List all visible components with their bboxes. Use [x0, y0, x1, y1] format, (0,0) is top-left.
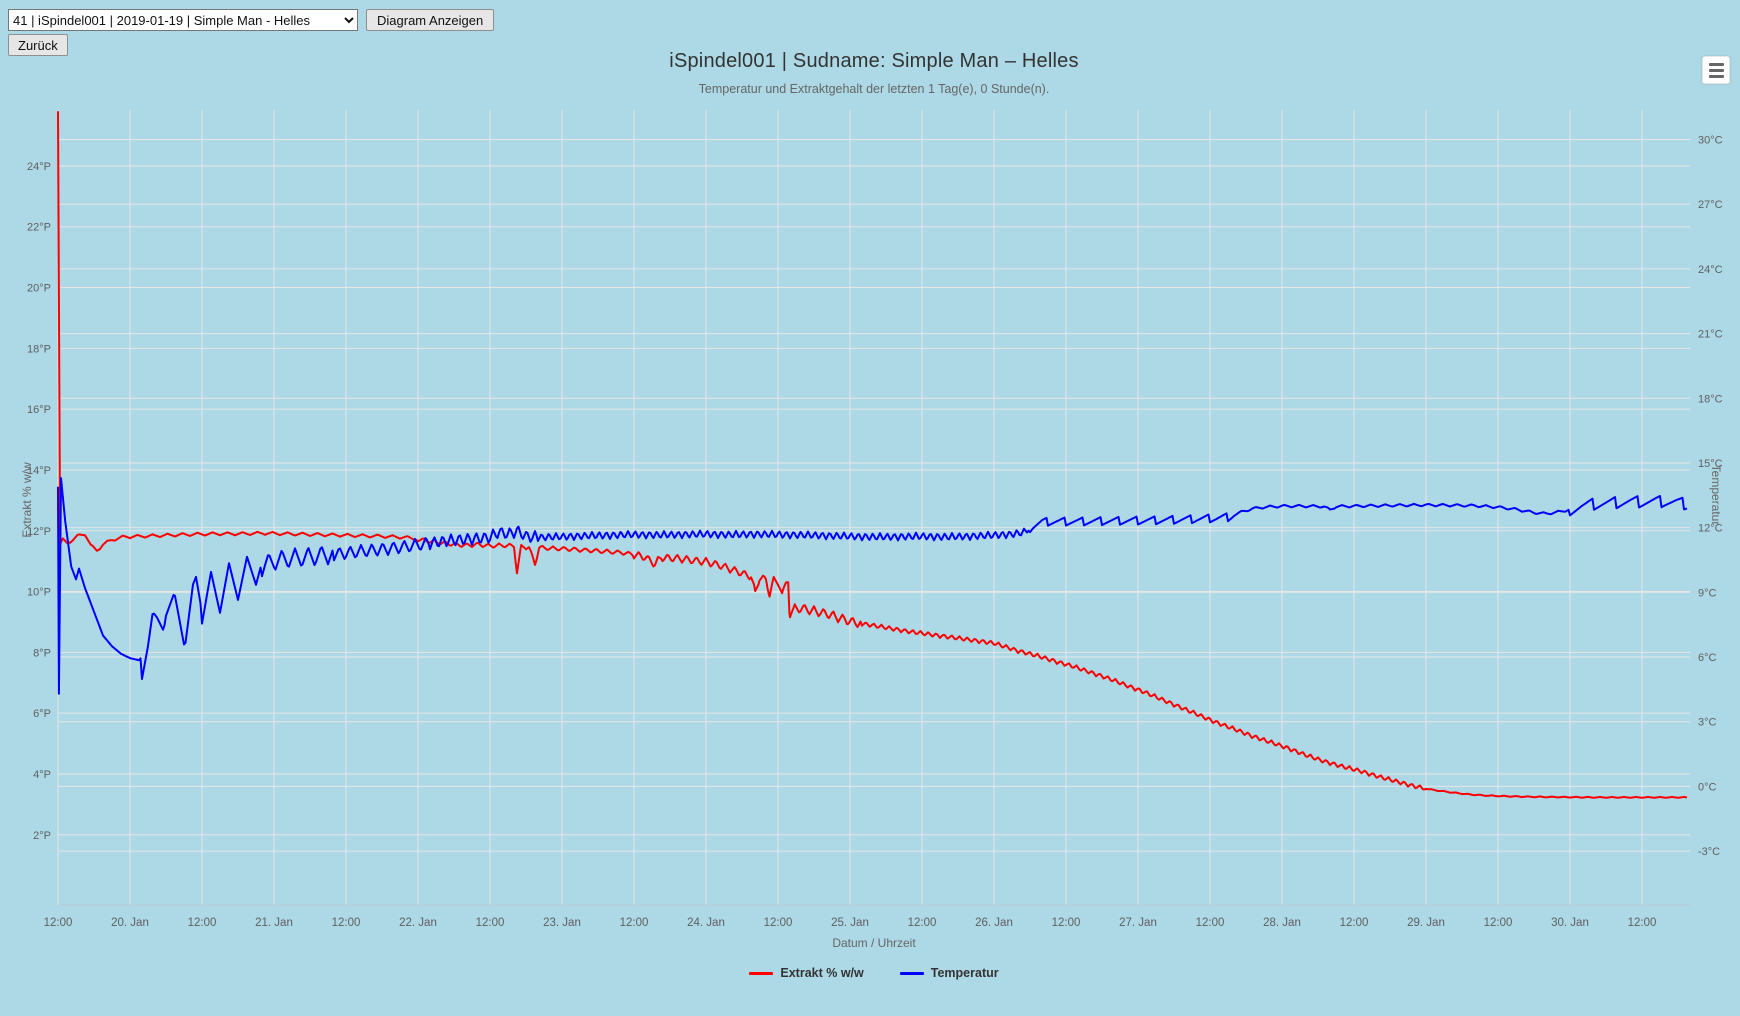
svg-text:12:00: 12:00 [1196, 917, 1225, 929]
svg-text:10°P: 10°P [27, 587, 51, 599]
chart-subtitle: Temperatur und Extraktgehalt der letzten… [698, 82, 1050, 96]
svg-text:24°C: 24°C [1698, 264, 1723, 276]
svg-text:0°C: 0°C [1698, 781, 1717, 793]
legend-label: Temperatur [930, 966, 999, 980]
svg-text:12:00: 12:00 [332, 917, 361, 929]
svg-text:25. Jan: 25. Jan [831, 917, 869, 929]
svg-text:29. Jan: 29. Jan [1407, 917, 1445, 929]
svg-text:6°P: 6°P [33, 708, 51, 720]
hamburger-menu-icon [1708, 62, 1724, 66]
svg-text:12:00: 12:00 [620, 917, 649, 929]
svg-text:2°P: 2°P [33, 830, 51, 842]
brew-select[interactable]: 41 | iSpindel001 | 2019-01-19 | Simple M… [8, 9, 358, 31]
svg-text:30°C: 30°C [1698, 135, 1723, 147]
back-button[interactable]: Zurück [8, 34, 68, 56]
svg-text:12:00: 12:00 [908, 917, 937, 929]
svg-text:24. Jan: 24. Jan [687, 917, 725, 929]
svg-text:22. Jan: 22. Jan [399, 917, 437, 929]
svg-text:30. Jan: 30. Jan [1551, 917, 1589, 929]
svg-text:12°P: 12°P [27, 526, 51, 538]
svg-text:20. Jan: 20. Jan [111, 917, 149, 929]
svg-text:3°C: 3°C [1698, 717, 1717, 729]
legend-item-extrakt[interactable]: Extrakt % w/w [749, 966, 864, 980]
hamburger-menu-icon [1708, 68, 1724, 72]
svg-text:26. Jan: 26. Jan [975, 917, 1013, 929]
svg-text:24°P: 24°P [27, 161, 51, 173]
svg-text:12:00: 12:00 [1628, 917, 1657, 929]
svg-text:22°P: 22°P [27, 222, 51, 234]
x-axis-title: Datum / Uhrzeit [832, 936, 916, 950]
svg-text:23. Jan: 23. Jan [543, 917, 581, 929]
y-right-axis-title: Temperatur [1709, 464, 1723, 526]
legend: Extrakt % w/w Temperatur [58, 966, 1690, 980]
svg-text:21°C: 21°C [1698, 329, 1723, 341]
svg-text:4°P: 4°P [33, 769, 51, 781]
svg-text:6°C: 6°C [1698, 652, 1717, 664]
svg-text:21. Jan: 21. Jan [255, 917, 293, 929]
svg-text:-3°C: -3°C [1698, 846, 1720, 858]
svg-text:27. Jan: 27. Jan [1119, 917, 1157, 929]
svg-text:14°P: 14°P [27, 465, 51, 477]
y-left-axis-title: Extrakt % w/w [20, 462, 34, 538]
svg-text:12:00: 12:00 [188, 917, 217, 929]
svg-text:27°C: 27°C [1698, 199, 1723, 211]
svg-text:12:00: 12:00 [1340, 917, 1369, 929]
svg-text:12:00: 12:00 [1484, 917, 1513, 929]
svg-text:16°P: 16°P [27, 404, 51, 416]
svg-text:12:00: 12:00 [476, 917, 505, 929]
hamburger-menu-icon [1708, 74, 1724, 78]
svg-text:8°P: 8°P [33, 647, 51, 659]
svg-text:12°C: 12°C [1698, 523, 1723, 535]
svg-text:12:00: 12:00 [1052, 917, 1081, 929]
show-diagram-button[interactable]: Diagram Anzeigen [366, 9, 495, 31]
export-menu-button[interactable] [1702, 56, 1730, 84]
svg-text:20°P: 20°P [27, 283, 51, 295]
svg-text:12:00: 12:00 [44, 917, 73, 929]
legend-label: Extrakt % w/w [780, 966, 864, 980]
svg-text:9°C: 9°C [1698, 587, 1717, 599]
svg-text:28. Jan: 28. Jan [1263, 917, 1301, 929]
extrakt-line-swatch-icon [749, 971, 774, 975]
svg-text:18°C: 18°C [1698, 393, 1723, 405]
chart-title: iSpindel001 | Sudname: Simple Man – Hell… [669, 50, 1079, 72]
temperatur-line-swatch-icon [899, 971, 924, 975]
svg-text:12:00: 12:00 [764, 917, 793, 929]
legend-item-temperatur[interactable]: Temperatur [899, 966, 999, 980]
svg-text:15°C: 15°C [1698, 458, 1723, 470]
svg-text:18°P: 18°P [27, 343, 51, 355]
